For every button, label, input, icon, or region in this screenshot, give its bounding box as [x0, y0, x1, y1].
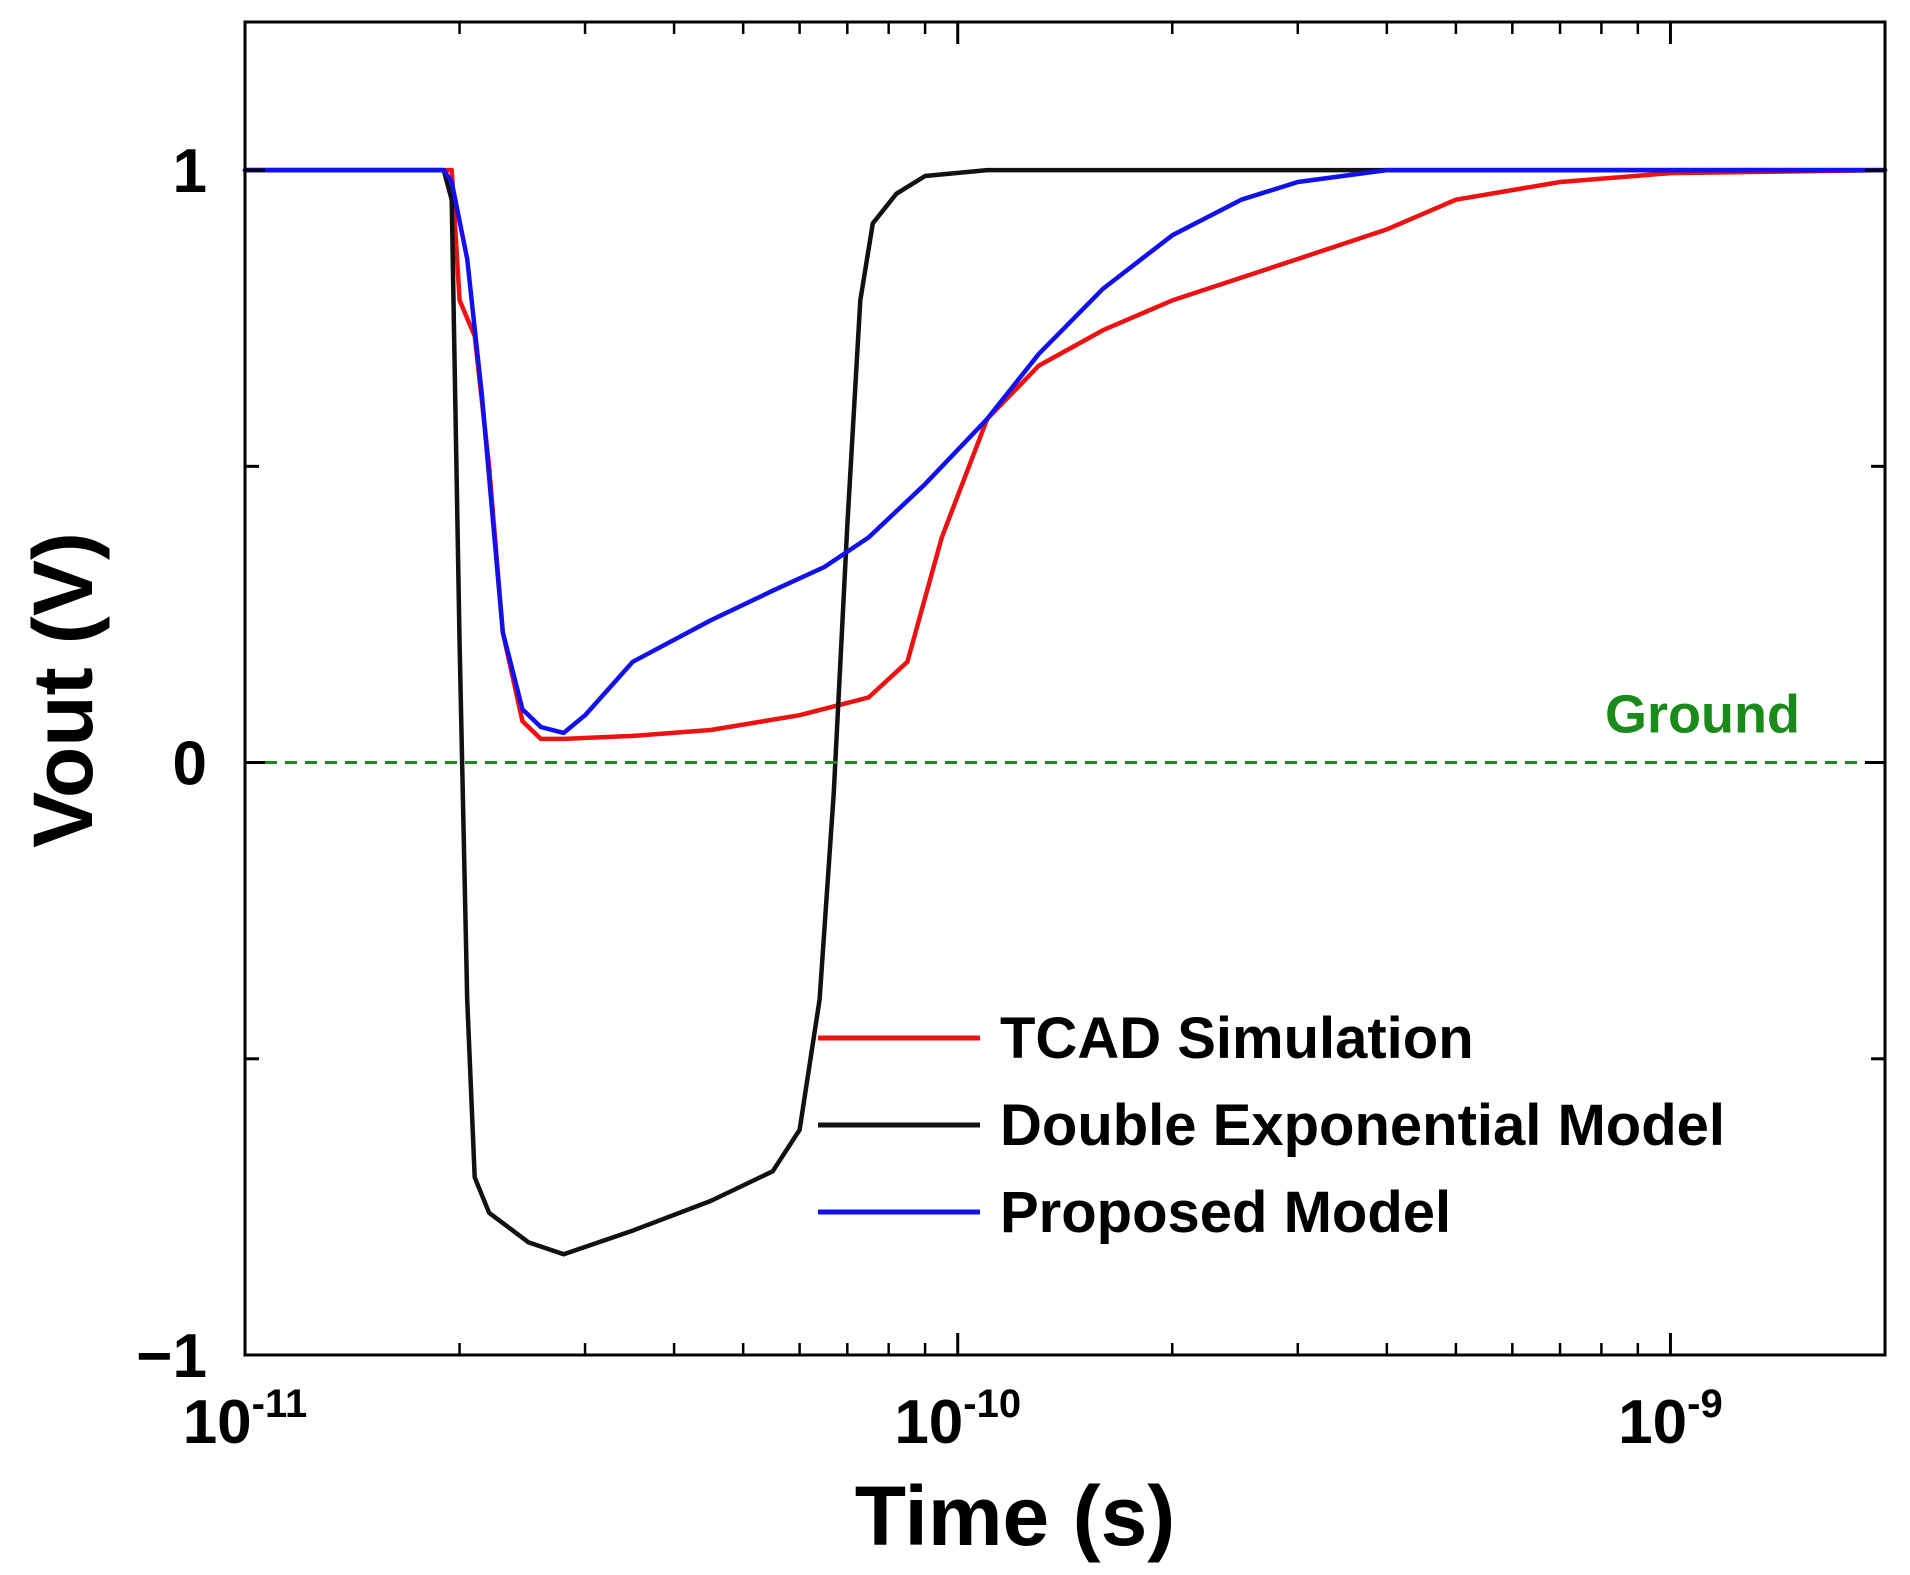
legend-label-0: TCAD Simulation: [1000, 1006, 1474, 1071]
plot-frame: [243, 20, 1887, 1357]
series-layer: [242, 167, 1888, 1257]
x-tick-label: 10-10: [894, 1382, 1021, 1457]
ticks-layer: 1 0 −110-11 10-10 10-9: [136, 22, 1885, 1457]
y-tick-label: 1: [173, 137, 207, 206]
series-line-1: [242, 167, 1888, 1257]
y-tick-label: 0: [173, 730, 207, 799]
ground-label: Ground: [1605, 685, 1800, 745]
legend-label-1: Double Exponential Model: [1000, 1093, 1725, 1158]
legend-label-2: Proposed Model: [1000, 1180, 1451, 1245]
y-axis-title: Vout (V): [16, 532, 110, 848]
y-tick-label: −1: [136, 1322, 207, 1391]
x-tick-label: 10-9: [1618, 1382, 1723, 1457]
x-tick-label: 10-11: [183, 1382, 308, 1457]
x-axis-title: Time (s): [855, 1469, 1176, 1563]
series-line-2: [242, 167, 1888, 736]
legend: TCAD Simulation Double Exponential Model P…: [818, 1006, 1725, 1245]
series-line-0: [242, 167, 1888, 742]
